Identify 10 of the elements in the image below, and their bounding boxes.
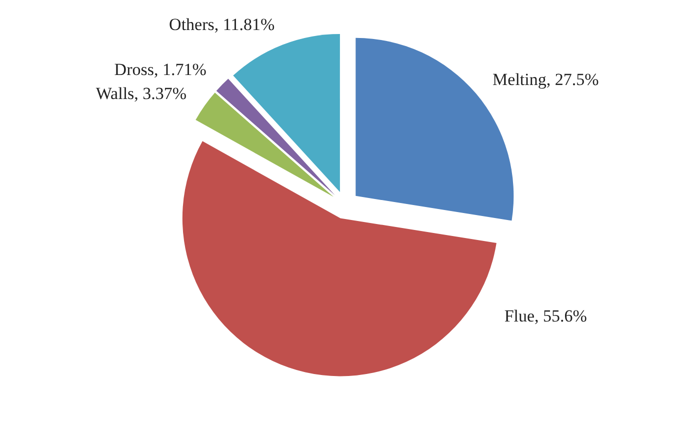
slice-label: Dross bbox=[114, 60, 154, 80]
data-label: , 1.71% bbox=[154, 60, 206, 80]
data-label: , 11.81% bbox=[214, 15, 275, 34]
slice-label: Others bbox=[169, 15, 214, 34]
data-label: , 27.5% bbox=[546, 70, 599, 89]
data-label: , 55.6% bbox=[534, 306, 587, 326]
data-label: , 3.37% bbox=[134, 84, 187, 103]
slice-label: Walls bbox=[96, 84, 134, 103]
slice-label: Flue bbox=[504, 306, 535, 326]
slice-label: Melting bbox=[492, 70, 547, 89]
